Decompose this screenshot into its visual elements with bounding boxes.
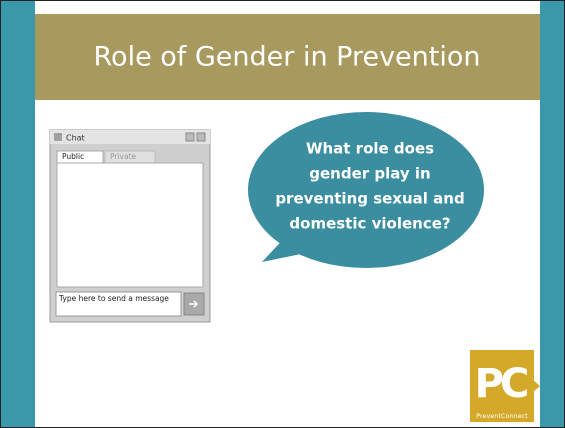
chat-minimize[interactable] — [185, 132, 195, 142]
title-band — [35, 14, 540, 100]
send-arrow — [189, 300, 199, 308]
logo-arrow — [524, 372, 540, 400]
bubble-line: What role does — [306, 140, 434, 158]
slide-title: Role of Gender in Prevention — [94, 42, 481, 73]
bubble-body — [248, 112, 484, 268]
logo-square — [470, 350, 534, 422]
chat-messages — [56, 162, 204, 288]
chat-close[interactable] — [196, 132, 206, 142]
chat-titlebar — [50, 130, 210, 144]
chat-window: Chat Public Private Type here to send a … — [49, 129, 211, 323]
chat-icon — [54, 133, 62, 141]
logo-letters: PC — [475, 361, 527, 407]
chat-tab-label: Private — [110, 152, 137, 161]
chat-tab-label: Public — [62, 152, 84, 161]
bubble-line: gender play in — [309, 165, 430, 183]
chat-input-placeholder: Type here to send a message — [58, 294, 169, 303]
bubble-line: preventing sexual and — [275, 190, 464, 208]
chat-title: Chat — [66, 134, 85, 143]
bubble-line: domestic violence? — [289, 215, 450, 233]
speech-bubble: What role does gender play in preventing… — [248, 112, 484, 268]
logo: PC PreventConnect — [470, 350, 540, 422]
logo-name: PreventConnect — [476, 412, 528, 420]
chat-input[interactable] — [55, 291, 182, 317]
